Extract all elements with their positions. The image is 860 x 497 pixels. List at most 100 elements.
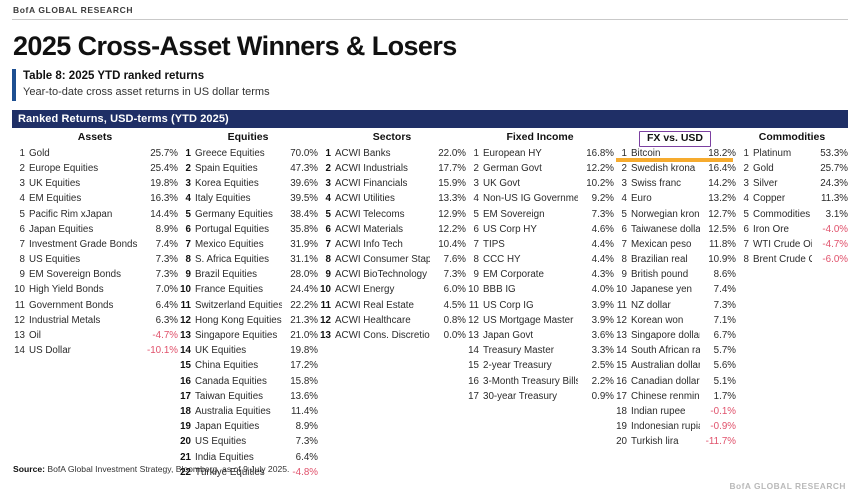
row-value: 13.2%	[708, 193, 736, 205]
row-value: 21.3%	[290, 314, 318, 326]
row-rank: 13	[616, 330, 627, 342]
row-value: 11.3%	[820, 193, 848, 205]
table-row: 3 UK Equities 19.8%	[12, 176, 178, 191]
row-value: 12.5%	[708, 223, 736, 235]
row-value: -4.8%	[292, 466, 318, 478]
table-row: 10 BBB IG 4.0%	[466, 282, 614, 297]
table-row: 7 Investment Grade Bonds 7.4%	[12, 237, 178, 252]
table-row: 8 S. Africa Equities 31.1%	[178, 252, 318, 267]
table-row: 14 Treasury Master 3.3%	[466, 343, 614, 358]
row-value: 5.1%	[713, 375, 736, 387]
row-rank: 11	[14, 299, 25, 311]
row-rank: 19	[616, 421, 627, 433]
row-rank: 1	[185, 147, 191, 159]
row-value: -4.7%	[822, 238, 848, 250]
column-header-equities: Equities	[178, 130, 318, 146]
row-rank: 1	[743, 147, 749, 159]
table-row: 13 Singapore Equities 21.0%	[178, 328, 318, 343]
row-value: 24.3%	[820, 178, 848, 190]
row-label: Germany Equities	[195, 208, 273, 220]
row-rank: 10	[320, 284, 331, 296]
row-label: Korean won	[631, 314, 684, 326]
row-value: 7.0%	[155, 284, 178, 296]
row-label: Norwegian krone	[631, 208, 700, 220]
row-rank: 16	[616, 375, 627, 387]
row-label: EM Sovereign	[483, 208, 545, 220]
row-label: Portugal Equities	[195, 223, 270, 235]
row-value: 11.8%	[708, 238, 736, 250]
row-label: ACWI Healthcare	[335, 314, 411, 326]
table-row: 12 Korean won 7.1%	[614, 313, 736, 328]
table-row: 4 Euro 13.2%	[614, 191, 736, 206]
row-label: Investment Grade Bonds	[29, 238, 138, 250]
row-rank: 13	[468, 330, 479, 342]
row-label: Spain Equities	[195, 162, 258, 174]
row-value: 14.4%	[150, 208, 178, 220]
row-rank: 1	[621, 147, 627, 159]
row-label: UK Equities	[29, 178, 81, 190]
row-label: Pacific Rim xJapan	[29, 208, 113, 220]
row-label: Government Bonds	[29, 299, 114, 311]
table-row: 4 ACWI Utilities 13.3%	[318, 191, 466, 206]
row-value: 3.3%	[591, 345, 614, 357]
table-row: 6 Taiwanese dollar 12.5%	[614, 222, 736, 237]
row-rank: 10	[616, 284, 627, 296]
row-label: Indonesian rupiah	[631, 421, 700, 433]
row-rank: 14	[14, 345, 25, 357]
row-rank: 18	[180, 405, 191, 417]
row-rank: 17	[180, 390, 191, 402]
row-label: Gold	[29, 147, 50, 159]
row-rank: 5	[19, 208, 25, 220]
column-assets: Assets 1 Gold 25.7% 2 Europe Equities 25.4% 3 UK…	[12, 130, 178, 480]
row-label: South African rand	[631, 345, 700, 357]
caption-title: Table 8: 2025 YTD ranked returns	[23, 70, 205, 83]
row-rank: 10	[14, 284, 25, 296]
row-rank: 3	[621, 178, 627, 190]
table-row: 2 German Govt 12.2%	[466, 161, 614, 176]
row-label: Greece Equities	[195, 147, 265, 159]
row-rank: 1	[473, 147, 479, 159]
row-label: Mexican peso	[631, 238, 692, 250]
row-rank: 4	[325, 193, 331, 205]
row-value: 35.8%	[290, 223, 318, 235]
table-row: 9 Brazil Equities 28.0%	[178, 267, 318, 282]
table-row: 7 Mexico Equities 31.9%	[178, 237, 318, 252]
row-rank: 18	[616, 405, 627, 417]
row-label: Mexico Equities	[195, 238, 264, 250]
row-rank: 10	[468, 284, 479, 296]
table-row: 1 Greece Equities 70.0%	[178, 146, 318, 161]
row-value: -6.0%	[822, 254, 848, 266]
row-value: 5.6%	[713, 360, 736, 372]
table-row: 12 Hong Kong Equities 21.3%	[178, 313, 318, 328]
source-label: Source:	[13, 464, 45, 474]
row-value: 39.5%	[290, 193, 318, 205]
row-label: Japan Equities	[195, 421, 260, 433]
row-rank: 6	[325, 223, 331, 235]
row-label: Brazil Equities	[195, 269, 258, 281]
row-value: 3.6%	[591, 330, 614, 342]
column-header-label: Commodities	[758, 130, 826, 143]
row-rank: 2	[621, 162, 627, 174]
row-rank: 3	[19, 178, 25, 190]
row-rank: 5	[325, 208, 331, 220]
row-rank: 7	[19, 238, 25, 250]
row-value: 14.2%	[708, 178, 736, 190]
row-label: US Equities	[195, 436, 247, 448]
row-label: UK Equities	[195, 345, 247, 357]
row-rank: 2	[185, 162, 191, 174]
row-value: 25.7%	[820, 162, 848, 174]
row-label: 30-year Treasury	[483, 390, 558, 402]
row-value: 0.8%	[443, 314, 466, 326]
row-value: 31.9%	[290, 238, 318, 250]
row-value: 13.6%	[290, 390, 318, 402]
row-rank: 6	[743, 223, 749, 235]
row-label: Treasury Master	[483, 345, 554, 357]
row-rank: 10	[180, 284, 191, 296]
row-label: Canadian dollar	[631, 375, 700, 387]
row-rank: 13	[180, 330, 191, 342]
table-row: 8 Brent Crude Oil -6.0%	[736, 252, 848, 267]
table-row: 10 France Equities 24.4%	[178, 282, 318, 297]
table-row: 17 30-year Treasury 0.9%	[466, 389, 614, 404]
table-row: 8 Brazilian real 10.9%	[614, 252, 736, 267]
row-label: Silver	[753, 178, 778, 190]
